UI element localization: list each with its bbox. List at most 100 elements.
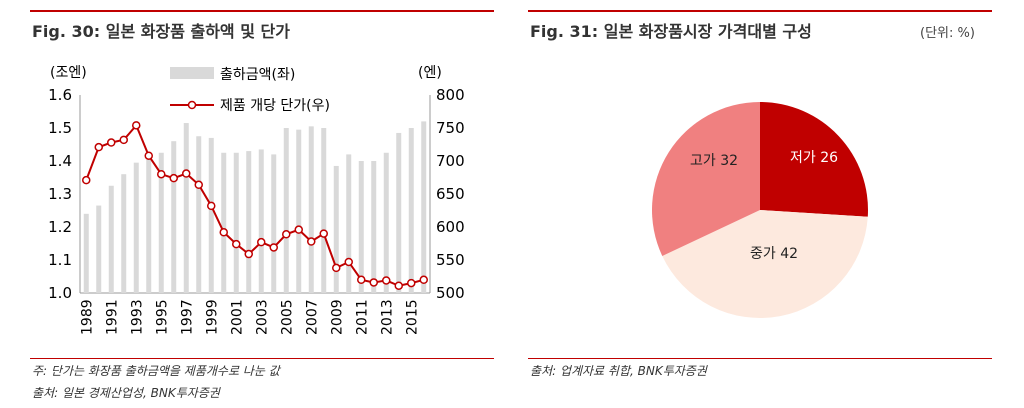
price-point [282, 230, 291, 239]
y-right-tick: 500 [436, 284, 465, 302]
bar [371, 161, 377, 293]
bar [358, 161, 364, 293]
bar [208, 137, 214, 293]
bar [246, 151, 252, 293]
right-chart-title: Fig. 31: 일본 화장품시장 가격대별 구성 [530, 22, 812, 41]
bar [258, 149, 264, 293]
left-top-rule [30, 10, 494, 12]
x-tick: 2011 [354, 299, 370, 335]
x-tick: 2013 [379, 299, 395, 335]
price-point [332, 263, 341, 273]
y-left-tick: 1.6 [48, 86, 72, 104]
legend-line-label: 제품 개당 단가(우) [220, 98, 330, 114]
bar [383, 152, 389, 293]
x-tick: 1991 [104, 299, 120, 335]
bar [108, 185, 114, 293]
unit-label: (단위: %) [920, 26, 975, 41]
bar [308, 126, 314, 293]
bar [333, 165, 339, 293]
y-left-label: (조엔) [50, 65, 87, 81]
bar [271, 154, 277, 293]
x-tick: 2015 [404, 299, 420, 335]
price-point [194, 180, 203, 190]
y-right-tick: 550 [436, 251, 465, 269]
y-right-tick: 800 [436, 86, 465, 104]
price-point [257, 237, 266, 247]
price-point [132, 121, 141, 130]
legend-bar-swatch [170, 67, 214, 79]
x-tick: 2001 [229, 299, 245, 335]
price-point [407, 278, 416, 288]
price-point [357, 275, 366, 285]
combo-chart: 1.0 1.1 1.2 1.3 1.4 1.5 1.6 500 550 600 650 700 750 8… [48, 65, 465, 335]
left-bottom-rule [30, 358, 494, 359]
bar [158, 152, 164, 293]
y-left-tick: 1.3 [48, 185, 72, 203]
bar [196, 136, 202, 293]
bar [221, 152, 227, 293]
x-tick: 1993 [129, 299, 145, 335]
x-tick: 1989 [79, 299, 95, 335]
y-right-tick: 700 [436, 152, 465, 170]
y-left-tick: 1.0 [48, 284, 72, 302]
price-point [182, 169, 191, 178]
bar [296, 129, 302, 293]
y-right-tick: 600 [436, 218, 465, 236]
price-point [94, 142, 103, 152]
pie-chart: 저가 26 중가 42 고가 32 [652, 102, 868, 318]
price-point [244, 249, 253, 259]
price-point [157, 169, 166, 179]
bar [83, 213, 89, 293]
x-tick: 2009 [329, 299, 345, 335]
x-tick: 1997 [179, 299, 195, 335]
price-point [119, 135, 128, 145]
price-point [169, 173, 178, 183]
bar [421, 121, 427, 294]
y-left-tick: 1.2 [48, 218, 72, 236]
right-source: 출처: 업계자료 취합, BNK투자증권 [530, 364, 707, 378]
price-point [369, 278, 378, 287]
price-point [144, 151, 153, 160]
left-source: 출처: 일본 경제산업성, BNK투자증권 [32, 386, 220, 400]
price-point [107, 138, 116, 147]
x-tick: 2003 [254, 299, 270, 335]
bar [183, 123, 189, 293]
right-bottom-rule [528, 358, 992, 359]
legend-bar-label: 출하금액(좌) [220, 67, 295, 83]
bar [346, 154, 352, 293]
price-point [232, 239, 241, 249]
y-right-tick: 750 [436, 119, 465, 137]
pie-label: 저가 26 [790, 150, 838, 166]
price-point [294, 225, 303, 234]
left-chart-title: Fig. 30: 일본 화장품 출하액 및 단가 [32, 22, 290, 41]
bar [171, 141, 177, 293]
legend-line-marker [187, 100, 197, 110]
price-point [382, 276, 391, 285]
y-left-tick: 1.1 [48, 251, 72, 269]
price-point [394, 281, 403, 290]
x-tick: 1999 [204, 299, 220, 335]
price-point [419, 275, 428, 285]
price-point [319, 229, 328, 238]
y-right-label: (엔) [418, 65, 442, 81]
pie-slice-고가 [652, 102, 760, 256]
price-line [85, 123, 425, 287]
price-point [82, 175, 91, 185]
right-top-rule [528, 10, 992, 12]
bar [121, 174, 127, 293]
price-point [307, 237, 316, 246]
price-point [207, 201, 216, 211]
x-tick: 1995 [154, 299, 170, 335]
left-note: 주: 단가는 화장품 출하금액을 제품개수로 나눈 값 [32, 364, 280, 378]
y-right-tick: 650 [436, 185, 465, 203]
price-point [269, 243, 278, 252]
y-left-tick: 1.5 [48, 119, 72, 137]
bar [321, 128, 327, 293]
pie-label: 고가 32 [690, 153, 738, 169]
x-tick: 2007 [304, 299, 320, 335]
bar [146, 157, 152, 293]
price-point [219, 228, 228, 237]
bar [233, 152, 239, 293]
y-left-tick: 1.4 [48, 152, 72, 170]
bar [396, 132, 402, 293]
